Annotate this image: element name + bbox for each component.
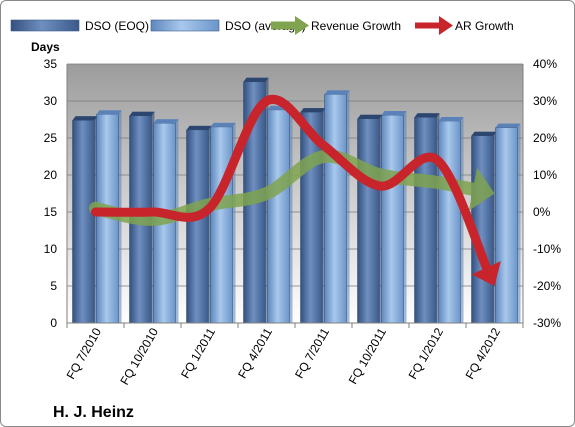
bar-top [324,90,350,95]
x-tick-label: FQ 10/2010 [117,325,161,387]
bar-top [129,111,155,116]
y-tick-right: 20% [533,131,557,145]
arrowhead [471,261,501,286]
bar-top [243,77,269,82]
bar-top [186,125,212,130]
legend-item: Revenue Growth [271,16,401,35]
bar-dso-average [438,116,464,324]
x-tick-label: FQ 10/2011 [346,325,390,386]
bar-top [357,114,383,119]
bar-face [495,127,518,324]
legend: DSO (EOQ) DSO (average) Revenue Growth AR G… [10,16,514,35]
left-axis-title: Days [31,40,60,54]
bar-dso-average [267,105,293,324]
bar-top [495,123,521,128]
bar-face [381,114,404,324]
legend-arrowhead [439,16,453,35]
x-tick-label: FQ 4/2012 [463,325,504,381]
legend-label: AR Growth [455,19,514,33]
bar-top [300,108,326,113]
legend-item: DSO (EOQ) [10,19,149,33]
y-tick-left: 0 [50,316,57,330]
bar-face [438,120,461,324]
series-path [91,94,494,278]
x-tick-label: FQ 7/2011 [292,325,332,381]
y-tick-left: 10 [44,242,58,256]
bar-dso-average [324,90,350,324]
y-tick-right: -20% [533,279,561,293]
bar-dso-eoq [414,113,440,324]
y-tick-left: 15 [44,205,58,219]
y-tick-left: 35 [44,57,58,71]
y-tick-right: -30% [533,316,561,330]
bar-dso-eoq [357,114,383,324]
y-tick-right: 10% [533,168,557,182]
legend-label: DSO (EOQ) [85,19,149,33]
bar-face [324,94,347,324]
bar-top [381,111,407,116]
ar-growth-line [91,94,501,286]
x-tick-label: FQ 4/2011 [235,325,275,381]
arrowhead [468,167,495,211]
legend-arrowhead [295,16,309,35]
bar-face [267,109,290,324]
growth-lines [89,94,501,286]
bar-face [210,126,233,324]
legend-label: Revenue Growth [311,19,401,33]
revenue-growth-line [89,149,495,226]
legend-item: AR Growth [415,16,514,35]
y-tick-right: -10% [533,242,561,256]
bar-dso-eoq [186,125,212,324]
bar-face [186,129,209,324]
x-tick-label: FQ 1/2012 [406,325,447,381]
bar-top [72,116,98,121]
bar-top [471,131,497,136]
y-tick-left: 20 [44,168,58,182]
bar-dso-average [210,122,236,324]
legend-swatch [150,19,220,32]
legend-swatch [10,19,80,32]
x-tick-label: FQ 7/2010 [64,325,105,381]
bar-dso-average [381,111,407,324]
bar-top [96,110,122,115]
bar-top [153,119,179,124]
bar-top [414,113,440,118]
y-tick-left: 25 [44,131,58,145]
bar-face [414,117,437,324]
company-label: H. J. Heinz [53,404,134,421]
series-path [89,149,486,226]
y-tick-right: 0% [533,205,551,219]
bar-face [357,118,380,324]
bar-dso-average [495,123,521,324]
y-tick-right: 40% [533,57,557,71]
bar-dso-eoq [72,116,98,324]
bar-top [210,122,236,127]
x-tick-label: FQ 1/2011 [178,325,218,381]
y-tick-right: 30% [533,94,557,108]
y-tick-left: 30 [44,94,58,108]
bar-face [72,119,95,324]
y-tick-left: 5 [50,279,57,293]
bar-top [438,116,464,121]
